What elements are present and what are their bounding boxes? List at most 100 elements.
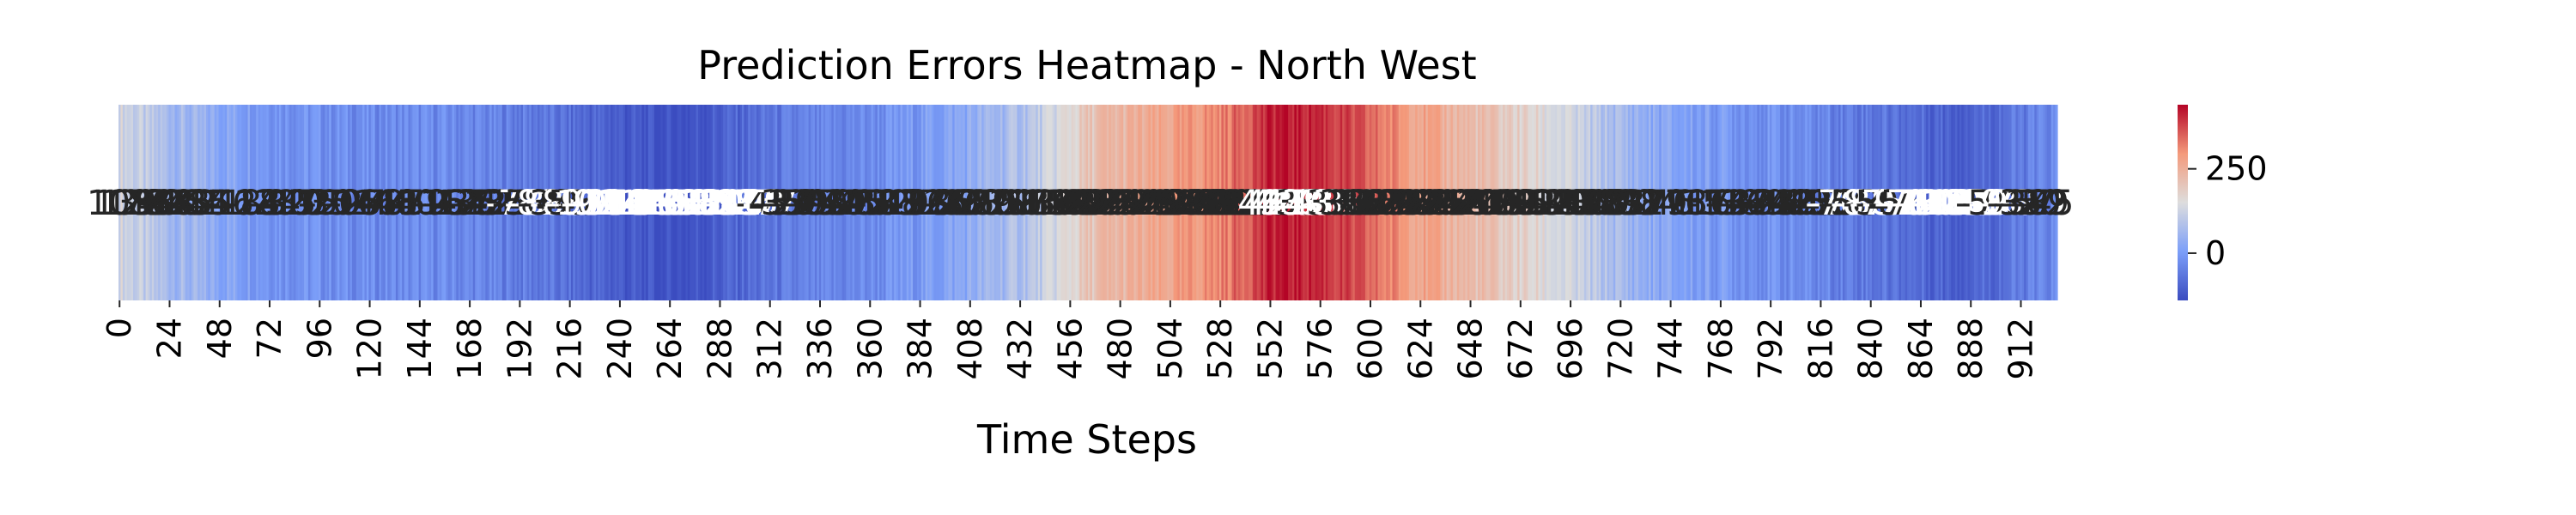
cell-annotation: 264: [1388, 184, 1453, 223]
heatmap-cell: [1732, 105, 1735, 300]
heatmap-cell: [364, 105, 368, 300]
cell-annotation: -124: [669, 184, 747, 223]
heatmap-cell: [1021, 105, 1024, 300]
heatmap-cell: [1450, 105, 1454, 300]
heatmap-cell: [377, 105, 380, 300]
heatmap-cell: [1878, 105, 1881, 300]
heatmap-cell: [1586, 105, 1589, 300]
heatmap-cell: [168, 105, 172, 300]
heatmap-cell: [681, 105, 684, 300]
cell-annotation: 5: [327, 184, 349, 223]
heatmap-cell: [523, 105, 526, 300]
heatmap-cell: [529, 105, 532, 300]
heatmap-cell: [1571, 105, 1575, 300]
x-tick-label: 840: [1852, 318, 1890, 380]
cell-annotation: 283: [1188, 184, 1253, 223]
x-tick-label: 24: [150, 318, 188, 359]
cell-annotation: 21: [955, 184, 999, 223]
heatmap-cell: [1984, 105, 1988, 300]
cell-annotation: 206: [1062, 184, 1127, 223]
cell-annotation: 37: [1686, 184, 1730, 223]
heatmap-cell: [1377, 105, 1381, 300]
heatmap-cell: [1890, 105, 1893, 300]
heatmap-cell: [1237, 105, 1241, 300]
heatmap-cell: [1725, 105, 1728, 300]
heatmap-cell: [1277, 105, 1280, 300]
cell-annotation: 9: [1666, 184, 1687, 223]
heatmap-cell: [2021, 105, 2025, 300]
heatmap-cell: [599, 105, 603, 300]
cell-annotation: -39: [773, 184, 829, 223]
heatmap-cell: [2024, 105, 2027, 300]
heatmap-cell: [593, 105, 597, 300]
heatmap-cell: [1031, 105, 1035, 300]
cell-annotation: -86: [1949, 184, 2005, 223]
heatmap-cell: [370, 105, 374, 300]
cell-annotation: -38: [1705, 184, 1761, 223]
heatmap-cell: [1765, 105, 1769, 300]
cell-annotation: 404: [1288, 184, 1353, 223]
heatmap-cell: [406, 105, 410, 300]
heatmap-cell: [1771, 105, 1775, 300]
heatmap-cell: [1692, 105, 1696, 300]
heatmap-cell: [1850, 105, 1854, 300]
heatmap-cell: [1525, 105, 1528, 300]
heatmap-cell: [1655, 105, 1658, 300]
heatmap-cell: [1069, 105, 1072, 300]
heatmap-cell: [1233, 105, 1236, 300]
heatmap-cell: [1827, 105, 1831, 300]
chart-title: Prediction Errors Heatmap - North West: [697, 42, 1476, 88]
heatmap-cell: [960, 105, 963, 300]
heatmap-cell: [1500, 105, 1504, 300]
heatmap-cell: [948, 105, 951, 300]
heatmap-cell: [1674, 105, 1677, 300]
heatmap-cell: [1611, 105, 1614, 300]
heatmap-cell: [276, 105, 280, 300]
heatmap-cell: [1346, 105, 1350, 300]
heatmap-cell: [1192, 105, 1195, 300]
heatmap-cell: [690, 105, 693, 300]
heatmap-cell: [1869, 105, 1873, 300]
heatmap-cell: [1767, 105, 1771, 300]
heatmap-cell: [137, 105, 140, 300]
heatmap-cell: [2001, 105, 2004, 300]
cell-annotation: -47: [1856, 184, 1911, 223]
heatmap-cell: [1996, 105, 2000, 300]
heatmap-cell: [1419, 105, 1423, 300]
x-tick-label: 0: [100, 318, 138, 338]
heatmap-cell: [1088, 105, 1091, 300]
cell-annotation: -156: [618, 184, 696, 223]
heatmap-cell: [1248, 105, 1251, 300]
heatmap-cell: [1298, 105, 1302, 300]
x-tick-label: 576: [1302, 318, 1340, 380]
heatmap-cell: [1596, 105, 1600, 300]
cell-annotation: -50: [767, 184, 823, 223]
cell-annotation: -172: [625, 184, 703, 223]
heatmap-cell: [1392, 105, 1395, 300]
heatmap-cell: [840, 105, 843, 300]
heatmap-cell: [1844, 105, 1848, 300]
heatmap-cell: [1786, 105, 1789, 300]
heatmap-cell: [1608, 105, 1613, 300]
heatmap-cell: [1884, 105, 1887, 300]
cell-annotation: -25: [1742, 184, 1798, 223]
heatmap-cell: [1481, 105, 1485, 300]
x-tick-label: 600: [1352, 318, 1389, 380]
heatmap-cell: [708, 105, 712, 300]
cell-annotation: 134: [1519, 184, 1584, 223]
x-tick-label: 888: [1952, 318, 1990, 380]
cell-annotation: -95: [573, 184, 629, 223]
heatmap-cell: [841, 105, 845, 300]
heatmap-cell: [785, 105, 788, 300]
heatmap-cell: [462, 105, 465, 300]
heatmap-cell: [1164, 105, 1168, 300]
heatmap-cell: [383, 105, 386, 300]
cell-annotation: -124: [681, 184, 759, 223]
heatmap-cell: [1236, 105, 1239, 300]
heatmap-cell: [1634, 105, 1637, 300]
heatmap-cell: [1953, 105, 1956, 300]
heatmap-cell: [942, 105, 945, 300]
colorbar-tick-label: 250: [2205, 150, 2268, 188]
heatmap-cell: [304, 105, 307, 300]
heatmap-cell: [1182, 105, 1185, 300]
